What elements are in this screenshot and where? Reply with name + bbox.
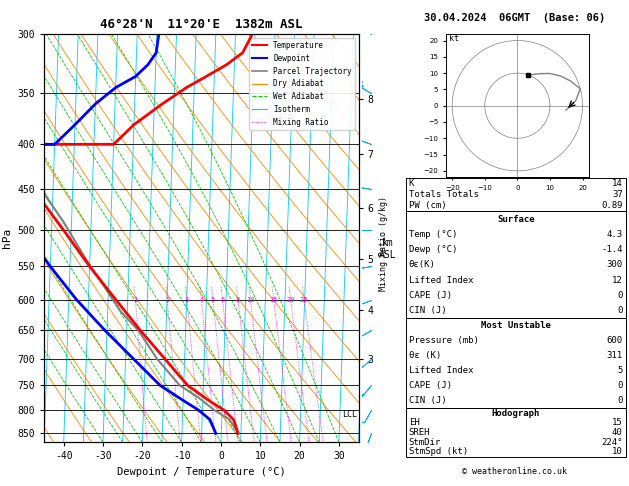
Text: SREH: SREH [409, 428, 430, 437]
Text: 0.89: 0.89 [601, 201, 623, 210]
Title: 46°28'N  11°20'E  1382m ASL: 46°28'N 11°20'E 1382m ASL [100, 18, 303, 32]
Text: 30.04.2024  06GMT  (Base: 06): 30.04.2024 06GMT (Base: 06) [423, 13, 605, 23]
Text: Most Unstable: Most Unstable [481, 321, 551, 330]
Text: Temp (°C): Temp (°C) [409, 230, 457, 239]
Text: 0: 0 [617, 306, 623, 315]
Text: 300: 300 [606, 260, 623, 269]
Y-axis label: km
ASL: km ASL [379, 238, 396, 260]
Text: Mixing Ratio (g/kg): Mixing Ratio (g/kg) [379, 195, 388, 291]
Y-axis label: hPa: hPa [2, 228, 12, 248]
Text: 10: 10 [612, 448, 623, 456]
Text: 20: 20 [286, 297, 295, 303]
Text: kt: kt [449, 34, 459, 43]
Text: CAPE (J): CAPE (J) [409, 291, 452, 300]
Text: 4: 4 [199, 297, 204, 303]
Text: 10: 10 [246, 297, 255, 303]
Text: 224°: 224° [601, 438, 623, 447]
Text: © weatheronline.co.uk: © weatheronline.co.uk [462, 467, 567, 476]
Text: Hodograph: Hodograph [492, 409, 540, 417]
Text: 40: 40 [612, 428, 623, 437]
Text: 0: 0 [617, 381, 623, 390]
Text: 600: 600 [606, 336, 623, 346]
Text: 6: 6 [220, 297, 225, 303]
Text: 0: 0 [617, 396, 623, 405]
Text: 37: 37 [612, 191, 623, 199]
Text: StmDir: StmDir [409, 438, 441, 447]
Text: 0: 0 [617, 291, 623, 300]
Text: -1.4: -1.4 [601, 245, 623, 254]
Text: 2: 2 [165, 297, 169, 303]
Text: PW (cm): PW (cm) [409, 201, 447, 210]
Text: Lifted Index: Lifted Index [409, 366, 474, 375]
Text: 14: 14 [612, 179, 623, 189]
Text: θε(K): θε(K) [409, 260, 436, 269]
Text: EH: EH [409, 418, 420, 427]
Text: 5: 5 [211, 297, 215, 303]
Text: 4.3: 4.3 [606, 230, 623, 239]
Text: Lifted Index: Lifted Index [409, 276, 474, 285]
Text: 25: 25 [300, 297, 308, 303]
Text: CIN (J): CIN (J) [409, 306, 447, 315]
Text: 5: 5 [617, 366, 623, 375]
Text: LCL: LCL [342, 410, 357, 419]
Text: Dewp (°C): Dewp (°C) [409, 245, 457, 254]
Text: 12: 12 [612, 276, 623, 285]
Legend: Temperature, Dewpoint, Parcel Trajectory, Dry Adiabat, Wet Adiabat, Isotherm, Mi: Temperature, Dewpoint, Parcel Trajectory… [248, 38, 355, 130]
Text: StmSpd (kt): StmSpd (kt) [409, 448, 468, 456]
Text: 8: 8 [236, 297, 240, 303]
X-axis label: Dewpoint / Temperature (°C): Dewpoint / Temperature (°C) [117, 467, 286, 477]
Text: 15: 15 [612, 418, 623, 427]
Text: θε (K): θε (K) [409, 351, 441, 360]
Text: K: K [409, 179, 415, 189]
Text: Pressure (mb): Pressure (mb) [409, 336, 479, 346]
Text: Totals Totals: Totals Totals [409, 191, 479, 199]
Text: 3: 3 [185, 297, 189, 303]
Text: Surface: Surface [497, 214, 535, 224]
Text: 15: 15 [269, 297, 278, 303]
Text: 1: 1 [133, 297, 138, 303]
Text: 311: 311 [606, 351, 623, 360]
Text: CAPE (J): CAPE (J) [409, 381, 452, 390]
Text: CIN (J): CIN (J) [409, 396, 447, 405]
